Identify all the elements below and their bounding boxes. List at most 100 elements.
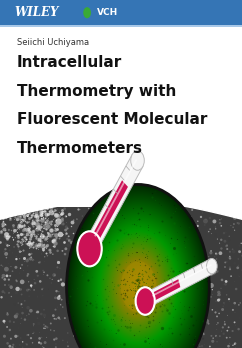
Point	[223, 302, 227, 307]
Point	[128, 215, 132, 221]
Point	[36, 273, 40, 278]
Point	[233, 215, 237, 221]
Point	[57, 235, 60, 241]
Point	[209, 267, 212, 272]
Point	[118, 285, 121, 290]
Point	[122, 296, 126, 301]
Point	[8, 203, 12, 209]
Point	[178, 220, 182, 226]
Point	[17, 225, 21, 230]
Point	[142, 338, 146, 344]
Point	[118, 337, 122, 342]
Point	[68, 254, 72, 260]
Point	[83, 279, 86, 284]
Point	[165, 253, 169, 259]
Point	[16, 223, 20, 228]
Point	[129, 235, 132, 241]
Point	[36, 216, 40, 222]
Point	[122, 304, 126, 310]
Point	[132, 248, 136, 254]
Point	[133, 294, 136, 299]
Point	[75, 216, 79, 222]
Point	[52, 328, 56, 334]
Point	[22, 224, 26, 229]
Point	[215, 308, 219, 314]
Point	[64, 230, 68, 236]
Point	[204, 275, 208, 280]
Point	[223, 322, 227, 327]
Point	[19, 266, 23, 271]
Point	[38, 233, 42, 239]
Point	[1, 205, 5, 211]
Point	[127, 274, 130, 280]
Point	[89, 268, 92, 274]
Point	[150, 281, 154, 286]
Point	[104, 286, 107, 291]
Point	[208, 207, 212, 213]
Point	[213, 266, 217, 271]
Point	[183, 235, 187, 240]
Point	[126, 228, 130, 234]
Point	[35, 207, 39, 212]
Point	[43, 340, 47, 345]
Point	[151, 308, 155, 314]
Point	[45, 204, 49, 209]
Point	[23, 210, 27, 215]
Point	[158, 293, 162, 299]
Point	[140, 271, 144, 277]
Point	[88, 300, 92, 306]
Point	[40, 212, 44, 218]
Point	[26, 223, 30, 229]
Point	[167, 287, 171, 293]
Point	[157, 229, 161, 235]
Point	[42, 259, 46, 264]
Point	[226, 202, 229, 207]
Point	[195, 300, 199, 306]
Point	[87, 343, 91, 348]
Point	[128, 286, 132, 292]
Point	[75, 285, 79, 291]
Point	[22, 275, 26, 281]
Point	[1, 263, 5, 269]
Point	[80, 295, 84, 301]
Point	[32, 231, 36, 237]
Point	[177, 307, 181, 313]
Point	[136, 281, 140, 287]
Point	[16, 233, 20, 238]
Point	[148, 235, 152, 240]
Point	[31, 230, 35, 236]
Point	[43, 201, 47, 206]
Point	[84, 310, 88, 316]
Point	[169, 198, 173, 203]
Point	[201, 301, 205, 307]
Point	[197, 293, 201, 298]
Point	[36, 224, 39, 229]
Point	[128, 271, 132, 277]
Point	[164, 202, 167, 208]
Point	[119, 250, 122, 255]
Point	[180, 223, 184, 229]
Point	[45, 242, 49, 247]
Point	[199, 299, 203, 304]
Point	[147, 283, 151, 288]
Point	[97, 345, 101, 348]
Point	[198, 234, 202, 240]
Point	[8, 215, 12, 220]
Point	[31, 239, 35, 245]
Point	[135, 310, 138, 315]
Point	[40, 198, 44, 203]
Point	[137, 283, 141, 289]
Point	[60, 218, 63, 223]
Point	[20, 222, 24, 228]
Point	[56, 259, 60, 265]
Point	[54, 235, 58, 241]
Point	[66, 273, 70, 279]
Point	[37, 217, 41, 222]
Point	[165, 279, 169, 285]
Point	[132, 286, 136, 291]
Point	[134, 294, 138, 300]
Point	[196, 231, 200, 236]
Point	[126, 231, 129, 237]
Point	[102, 243, 106, 248]
Point	[149, 289, 153, 295]
